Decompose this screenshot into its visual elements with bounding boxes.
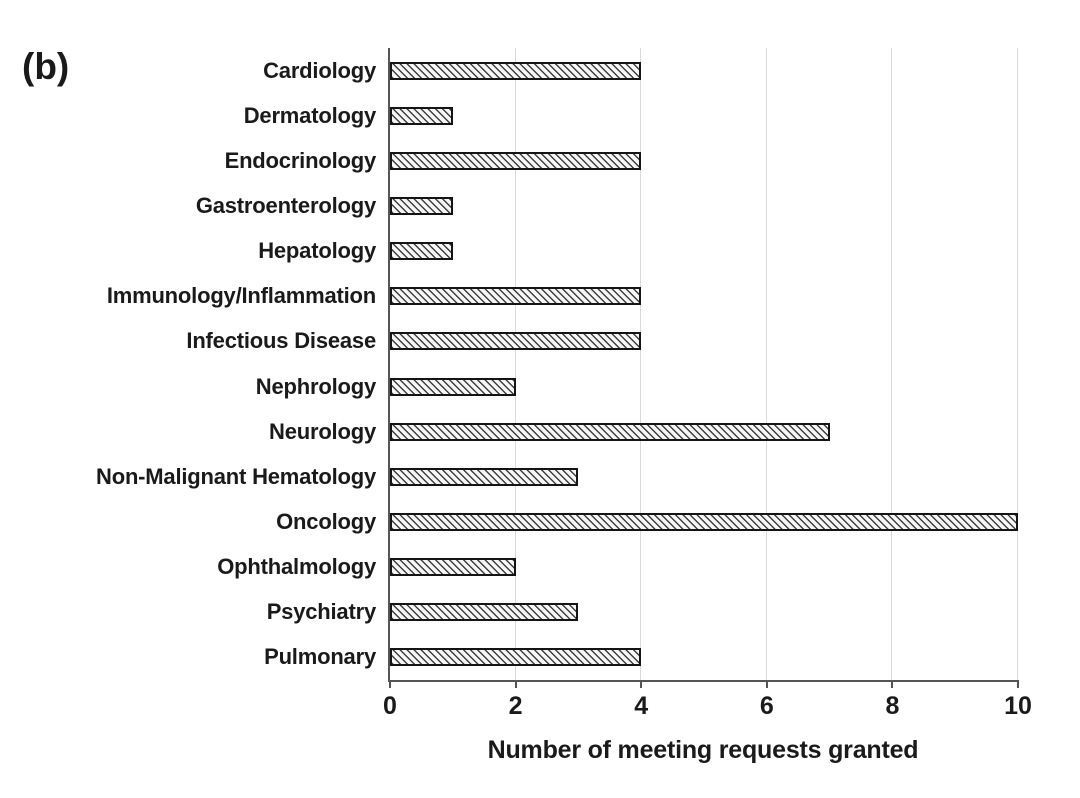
chart-row: Psychiatry [267,590,1018,635]
chart-row: Nephrology [256,364,1018,409]
chart-row: Cardiology [263,48,1018,93]
category-label: Non-Malignant Hematology [96,463,376,489]
bar [390,512,1018,531]
bar [390,648,642,667]
bar [390,467,579,486]
x-axis-title: Number of meeting requests granted [487,736,919,764]
chart-row: Oncology [276,499,1018,544]
category-label: Immunology/Inflammation [106,283,376,309]
x-tick-label: 6 [759,692,774,720]
x-tick-label: 0 [383,692,397,720]
x-axis-tick [891,680,894,688]
category-label: Gastroenterology [195,192,376,218]
bar [390,196,453,215]
x-tick-label: 2 [508,692,523,720]
bar [390,422,830,441]
bar [390,61,642,80]
gridline [1017,48,1018,680]
chart-row: Dermatology [244,93,1018,138]
x-tick-label: 4 [634,692,649,720]
category-label: Ophthalmology [217,554,376,580]
bar [390,287,642,306]
x-tick-label: 10 [1004,692,1032,720]
x-axis-tick [514,680,517,688]
x-axis-tick [1017,680,1019,688]
chart-row: Endocrinology [225,138,1018,183]
category-label: Endocrinology [224,147,377,173]
panel-label: (b) [22,46,70,87]
category-label: Pulmonary [264,644,376,670]
x-tick-label: 8 [885,692,900,720]
bar [390,242,453,261]
chart-row: Immunology/Inflammation [107,274,1018,319]
category-label: Oncology [276,508,376,534]
chart-row: Neurology [269,409,1018,454]
bar [390,151,642,170]
bar [390,106,453,125]
x-axis-tick [640,680,643,688]
category-label: Psychiatry [266,599,376,625]
x-axis-tick [765,680,768,688]
gridline [514,48,516,680]
plot-area: Cardiology Dermatology Endocrinology Gas… [96,48,1032,720]
category-label: Nephrology [255,373,376,399]
chart-row: Hepatology [258,229,1018,274]
category-label: Cardiology [263,57,376,83]
category-label: Hepatology [258,238,376,264]
gridline [765,48,767,680]
chart-row: Ophthalmology [217,545,1018,590]
bar [390,603,579,622]
category-label: Infectious Disease [186,328,376,354]
bar [390,558,516,577]
bar-rows: Cardiology Dermatology Endocrinology Gas… [96,48,1018,680]
bar [390,377,516,396]
chart-row: Pulmonary [264,635,1018,680]
category-label: Dermatology [243,102,376,128]
bar [390,332,642,351]
chart-row: Non-Malignant Hematology [96,454,1018,499]
chart-row: Gastroenterology [196,183,1018,228]
gridline [891,48,893,680]
gridline [640,48,642,680]
x-axis-tick [389,680,391,688]
chart-row: Infectious Disease [186,319,1018,364]
category-label: Neurology [269,418,376,444]
